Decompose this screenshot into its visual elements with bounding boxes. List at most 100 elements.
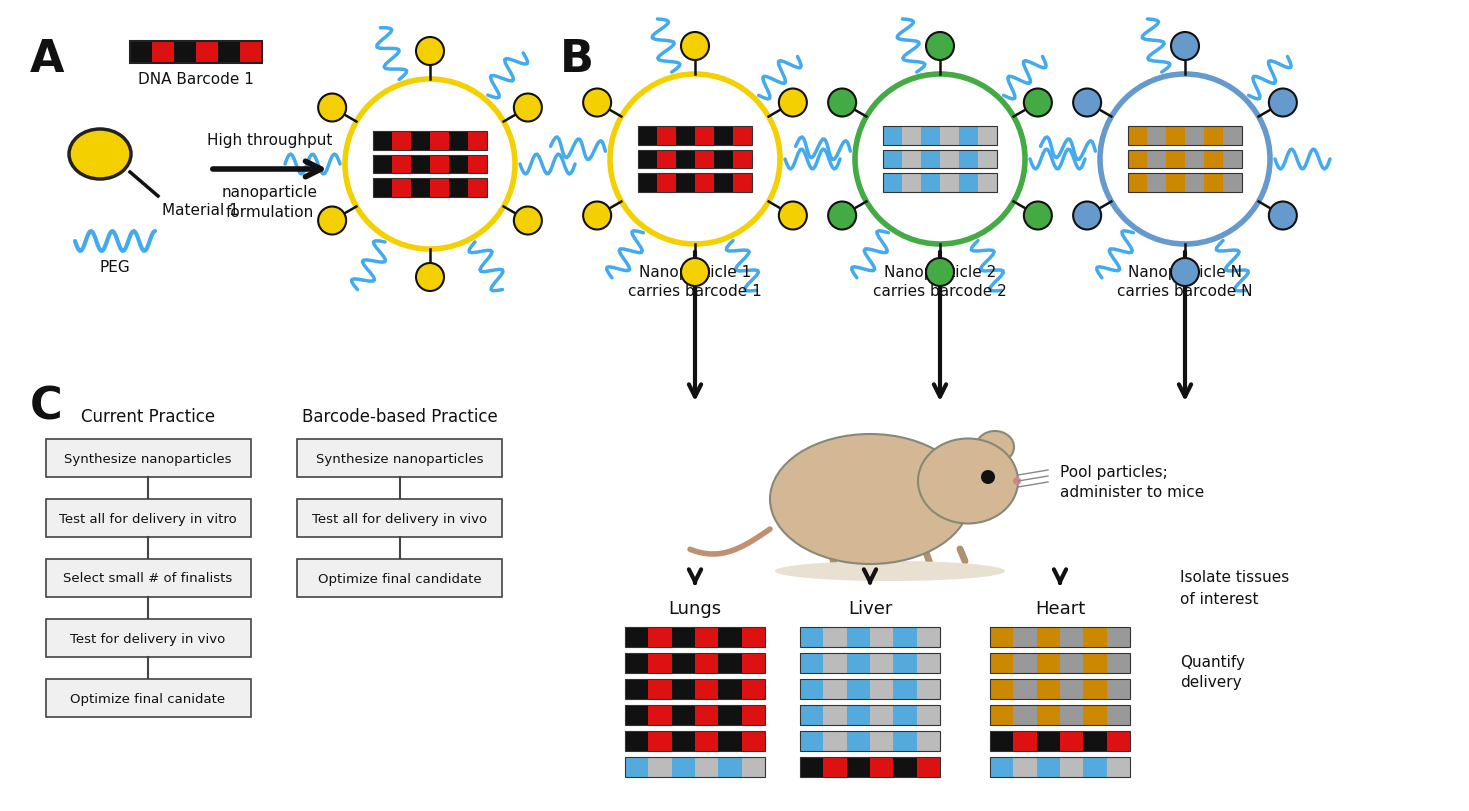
- Bar: [823, 705, 846, 725]
- Text: DNA Barcode 1: DNA Barcode 1: [138, 72, 254, 87]
- Bar: [718, 627, 742, 647]
- Bar: [671, 679, 695, 699]
- Bar: [671, 757, 695, 777]
- Bar: [990, 627, 1014, 647]
- Circle shape: [610, 75, 780, 245]
- Bar: [373, 131, 488, 150]
- Bar: [1224, 127, 1243, 145]
- Bar: [846, 679, 870, 699]
- Bar: [624, 627, 648, 647]
- Text: Synthesize nanoparticles: Synthesize nanoparticles: [65, 452, 232, 465]
- Bar: [638, 174, 752, 193]
- Bar: [990, 705, 1014, 725]
- Bar: [648, 679, 671, 699]
- Circle shape: [682, 33, 710, 61]
- Bar: [1166, 151, 1185, 169]
- Bar: [373, 156, 392, 174]
- Bar: [921, 174, 940, 193]
- Bar: [893, 627, 917, 647]
- Bar: [1166, 174, 1185, 193]
- Bar: [1083, 757, 1106, 777]
- Bar: [1147, 174, 1166, 193]
- Bar: [742, 653, 765, 673]
- Text: Barcode-based Practice: Barcode-based Practice: [303, 407, 498, 426]
- Bar: [917, 653, 940, 673]
- Bar: [173, 42, 195, 64]
- Bar: [870, 627, 893, 647]
- Bar: [917, 679, 940, 699]
- Bar: [846, 757, 870, 777]
- Bar: [1083, 731, 1106, 751]
- Circle shape: [583, 89, 611, 118]
- Text: of interest: of interest: [1180, 591, 1259, 607]
- Text: Optimize final candidate: Optimize final candidate: [319, 572, 482, 585]
- Bar: [695, 174, 714, 193]
- Bar: [801, 653, 823, 673]
- Bar: [823, 757, 846, 777]
- Bar: [46, 560, 251, 597]
- Bar: [917, 705, 940, 725]
- Bar: [870, 757, 893, 777]
- Bar: [676, 174, 695, 193]
- Bar: [990, 757, 1130, 777]
- Bar: [978, 127, 997, 145]
- Bar: [990, 731, 1130, 751]
- Bar: [671, 705, 695, 725]
- Bar: [1061, 653, 1083, 673]
- Bar: [1061, 679, 1083, 699]
- Bar: [718, 653, 742, 673]
- Circle shape: [416, 38, 444, 66]
- Bar: [695, 151, 714, 169]
- Bar: [1083, 653, 1106, 673]
- Circle shape: [416, 264, 444, 292]
- Bar: [624, 757, 765, 777]
- Bar: [624, 653, 648, 673]
- Bar: [1128, 174, 1243, 193]
- Bar: [624, 705, 648, 725]
- Bar: [883, 174, 902, 193]
- Bar: [1061, 757, 1083, 777]
- Bar: [469, 131, 488, 150]
- Bar: [648, 705, 671, 725]
- Bar: [624, 679, 648, 699]
- Bar: [1147, 151, 1166, 169]
- Bar: [648, 731, 671, 751]
- Bar: [870, 705, 893, 725]
- Bar: [917, 627, 940, 647]
- Text: Current Practice: Current Practice: [81, 407, 214, 426]
- Bar: [411, 131, 430, 150]
- Bar: [1224, 174, 1243, 193]
- Bar: [1128, 151, 1147, 169]
- Circle shape: [514, 208, 542, 235]
- Bar: [718, 679, 742, 699]
- Bar: [714, 174, 733, 193]
- Bar: [1037, 731, 1061, 751]
- Bar: [883, 151, 997, 169]
- Bar: [1037, 705, 1061, 725]
- Text: carries barcode N: carries barcode N: [1118, 284, 1253, 298]
- Ellipse shape: [770, 435, 970, 564]
- Bar: [411, 179, 430, 198]
- Text: Test all for delivery in vitro: Test all for delivery in vitro: [59, 512, 237, 525]
- Bar: [1106, 653, 1130, 673]
- Circle shape: [345, 80, 516, 250]
- Bar: [430, 156, 450, 174]
- Bar: [392, 179, 411, 198]
- Circle shape: [583, 202, 611, 230]
- Bar: [657, 174, 676, 193]
- Bar: [1037, 653, 1061, 673]
- Bar: [1014, 627, 1037, 647]
- Bar: [742, 627, 765, 647]
- Bar: [893, 757, 917, 777]
- Bar: [217, 42, 239, 64]
- Text: formulation: formulation: [226, 204, 314, 220]
- Bar: [624, 731, 648, 751]
- Circle shape: [829, 202, 856, 230]
- Text: B: B: [560, 38, 593, 81]
- Bar: [392, 156, 411, 174]
- Circle shape: [1074, 89, 1102, 118]
- Text: Optimize final canidate: Optimize final canidate: [71, 692, 226, 705]
- Bar: [846, 731, 870, 751]
- Circle shape: [779, 202, 806, 230]
- Text: High throughput: High throughput: [207, 133, 332, 148]
